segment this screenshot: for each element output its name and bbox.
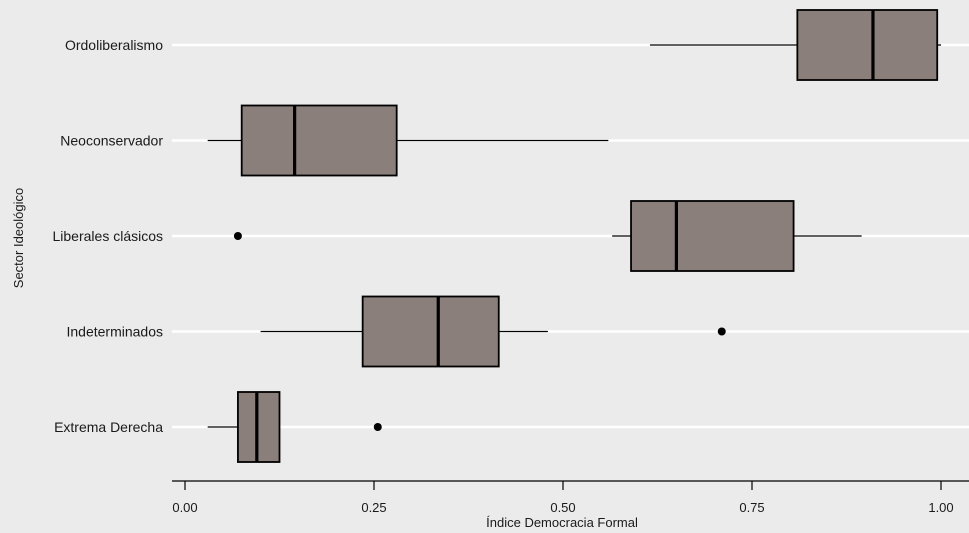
x-tick-label: 0.25: [361, 500, 386, 515]
box-group: [649, 9, 941, 81]
box-group: [260, 295, 726, 368]
x-axis-title: Índice Democracia Formal: [486, 515, 638, 530]
category-label: Ordoliberalismo: [65, 37, 163, 53]
x-ticks: 0.00 0.25 0.50 0.75 1.00: [172, 481, 954, 515]
outlier-point: [233, 232, 242, 240]
box-group: [233, 200, 862, 272]
x-tick-label: 1.00: [928, 500, 953, 515]
y-axis-title: Sector Ideológico: [11, 188, 26, 288]
box: [237, 391, 281, 463]
x-tick-label: 0.00: [172, 500, 197, 515]
category-label: Extrema Derecha: [54, 419, 163, 435]
box: [630, 200, 795, 272]
boxes: [207, 9, 941, 463]
box: [361, 295, 500, 368]
category-label: Neoconservador: [60, 133, 163, 149]
category-label: Indeterminados: [66, 324, 163, 340]
outlier-point: [373, 423, 382, 431]
outlier-point: [717, 327, 726, 336]
box: [796, 9, 939, 81]
box-group: [207, 391, 382, 463]
x-tick-label: 0.50: [550, 500, 575, 515]
category-labels: Ordoliberalismo Neoconservador Liberales c…: [53, 37, 164, 435]
x-tick-label: 0.75: [739, 500, 764, 515]
box-group: [207, 104, 609, 177]
box: [240, 104, 398, 177]
category-label: Liberales clásicos: [53, 228, 164, 244]
